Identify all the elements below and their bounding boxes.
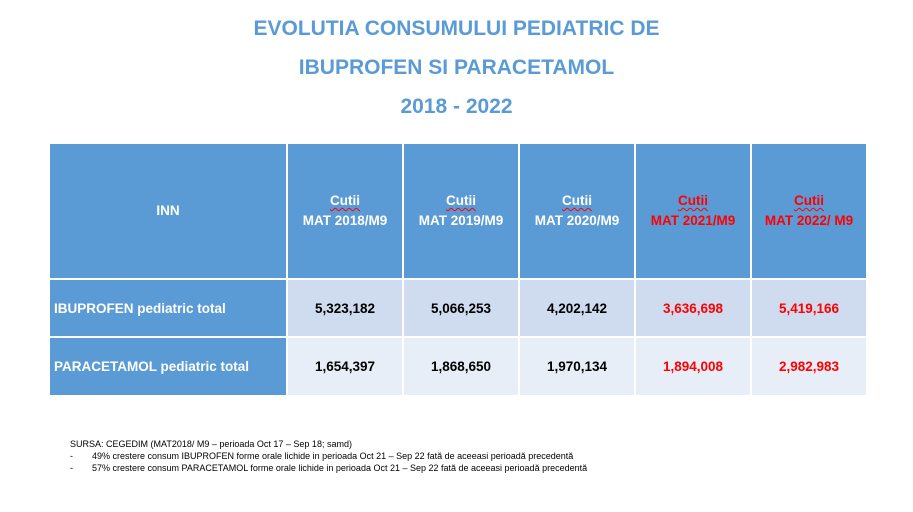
table-cell: 5,419,166 — [750, 278, 868, 338]
header-row: INN Cutii MAT 2018/M9 Cutii MAT 2019/M9 … — [48, 142, 868, 280]
column-header-2018: Cutii MAT 2018/M9 — [286, 142, 404, 280]
column-header-2020: Cutii MAT 2020/M9 — [518, 142, 636, 280]
column-header-period: MAT 2022/ M9 — [764, 213, 854, 228]
table-cell: 5,323,182 — [286, 278, 404, 338]
note-bullet-paracetamol: - 57% crestere consum PARACETAMOL forme o… — [70, 462, 587, 474]
table-row-ibuprofen: IBUPROFEN pediatric total 5,323,182 5,06… — [48, 278, 868, 338]
column-header-2019: Cutii MAT 2019/M9 — [402, 142, 520, 280]
bullet-dash: - — [70, 463, 73, 473]
bullet-dash: - — [70, 451, 73, 461]
table-row-paracetamol: PARACETAMOL pediatric total 1,654,397 1,… — [48, 336, 868, 397]
column-header-period: MAT 2018/M9 — [302, 213, 388, 228]
inn-header: INN — [48, 142, 288, 280]
table-cell: 4,202,142 — [518, 278, 636, 338]
note-text: 49% crestere consum IBUPROFEN forme oral… — [92, 451, 574, 461]
column-header-unit: Cutii — [678, 193, 708, 208]
column-header-period: MAT 2019/M9 — [418, 213, 504, 228]
table-cell: 5,066,253 — [402, 278, 520, 338]
column-header-2021: Cutii MAT 2021/M9 — [634, 142, 752, 280]
table-cell: 1,970,134 — [518, 336, 636, 397]
note-bullet-ibuprofen: - 49% crestere consum IBUPROFEN forme ora… — [70, 450, 587, 462]
consumption-table: INN Cutii MAT 2018/M9 Cutii MAT 2019/M9 … — [48, 142, 868, 397]
column-header-unit: Cutii — [794, 193, 824, 208]
column-header-unit: Cutii — [446, 193, 476, 208]
title-years: 2018 - 2022 — [400, 95, 513, 118]
column-header-unit: Cutii — [330, 193, 360, 208]
title-line-1: EVOLUTIA CONSUMULUI PEDIATRIC DE — [253, 17, 660, 40]
table-cell: 1,868,650 — [402, 336, 520, 397]
column-header-2022: Cutii MAT 2022/ M9 — [750, 142, 868, 280]
note-text: 57% crestere consum PARACETAMOL forme or… — [92, 463, 588, 473]
table-cell: 1,654,397 — [286, 336, 404, 397]
table-cell: 3,636,698 — [634, 278, 752, 338]
row-label: PARACETAMOL pediatric total — [48, 336, 288, 397]
column-header-unit: Cutii — [562, 193, 592, 208]
source-notes: SURSA: CEGEDIM (MAT2018/ M9 – perioada O… — [70, 438, 587, 474]
row-label: IBUPROFEN pediatric total — [48, 278, 288, 338]
column-header-period: MAT 2020/M9 — [534, 213, 620, 228]
table-cell: 2,982,983 — [750, 336, 868, 397]
title-line-2: IBUPROFEN SI PARACETAMOL — [298, 56, 615, 79]
column-header-period: MAT 2021/M9 — [650, 213, 736, 228]
table-cell: 1,894,008 — [634, 336, 752, 397]
source-line: SURSA: CEGEDIM (MAT2018/ M9 – perioada O… — [70, 439, 352, 449]
